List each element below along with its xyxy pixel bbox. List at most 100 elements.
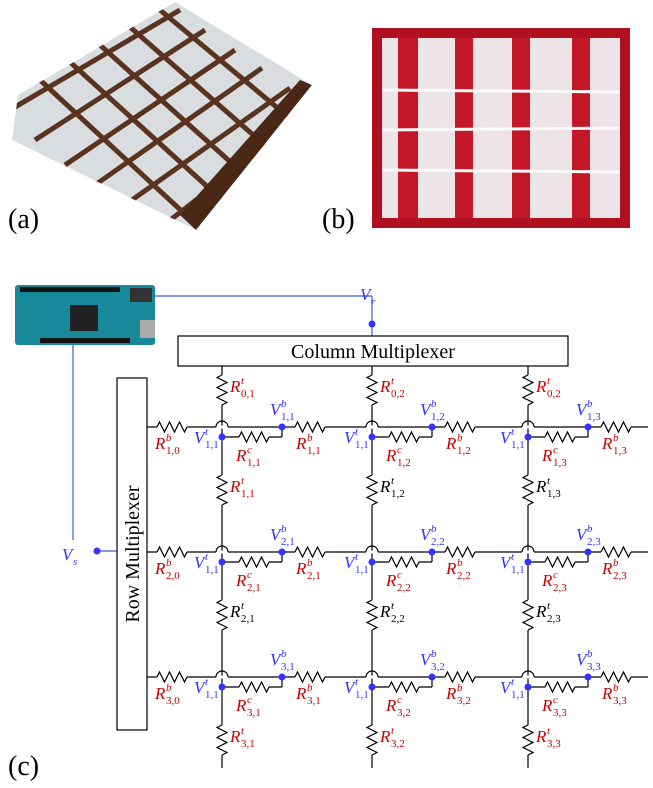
label-sub: 3,2 bbox=[391, 738, 405, 750]
label-sub: 2,3 bbox=[547, 613, 561, 625]
label-sup: t bbox=[511, 426, 515, 438]
label-base: R bbox=[379, 602, 391, 621]
label-base: R bbox=[541, 571, 553, 590]
label-sup: b bbox=[281, 523, 287, 535]
label-sup: c bbox=[553, 444, 558, 456]
label-base: R bbox=[154, 434, 166, 453]
label-sub: 1,1 bbox=[281, 411, 295, 423]
gap bbox=[216, 551, 228, 554]
label-sup: b bbox=[613, 557, 619, 569]
label-sup: t bbox=[391, 600, 395, 612]
label-sub: 2,2 bbox=[391, 613, 405, 625]
label-sup: b bbox=[166, 432, 172, 444]
label-sub: 0,2 bbox=[391, 388, 405, 400]
label-base: R bbox=[379, 477, 391, 496]
label-sub: 1,1 bbox=[241, 488, 255, 500]
node-dot bbox=[429, 549, 436, 556]
label-base: R bbox=[601, 434, 613, 453]
label-sub: 1,1 bbox=[511, 564, 525, 576]
label-sub: 1,0 bbox=[166, 445, 180, 457]
label-sub: r bbox=[371, 296, 376, 308]
label-base: R bbox=[154, 684, 166, 703]
label-sup: t bbox=[547, 725, 551, 737]
label-sup: b bbox=[457, 557, 463, 569]
label-sup: t bbox=[241, 475, 245, 487]
label-base: R bbox=[379, 377, 391, 396]
label-base: R bbox=[229, 377, 241, 396]
node-dot bbox=[585, 674, 592, 681]
label-sub: 1,2 bbox=[457, 445, 471, 457]
label-sub: 1,1 bbox=[205, 439, 219, 451]
label-sub: 1,3 bbox=[553, 457, 567, 469]
label-sub: 2,1 bbox=[247, 582, 261, 594]
node-dot bbox=[94, 548, 101, 555]
label-sub: 3,1 bbox=[281, 661, 295, 673]
figure: (a)(b)(c)VrVsColumn MultiplexerRow Multi… bbox=[0, 0, 653, 788]
label-sup: b bbox=[307, 557, 313, 569]
label-sup: c bbox=[247, 569, 252, 581]
label-sub: 2,3 bbox=[587, 536, 601, 548]
label-base: R bbox=[229, 602, 241, 621]
node-dot bbox=[369, 321, 376, 328]
label-sup: t bbox=[355, 676, 359, 688]
label-sub: 2,2 bbox=[431, 536, 445, 548]
panel-label: (c) bbox=[8, 751, 39, 782]
label-sup: c bbox=[397, 694, 402, 706]
label-base: R bbox=[229, 727, 241, 746]
node-dot bbox=[525, 559, 532, 566]
node-dot bbox=[279, 674, 286, 681]
label-sub: 1,2 bbox=[391, 488, 405, 500]
label-sub: 2,1 bbox=[281, 536, 295, 548]
label-sup: b bbox=[307, 682, 313, 694]
label-sub: 3,3 bbox=[613, 695, 627, 707]
label-sub: 1,1 bbox=[355, 564, 369, 576]
label-sub: 1,2 bbox=[397, 457, 411, 469]
label-sup: b bbox=[457, 682, 463, 694]
photo-a bbox=[10, 2, 312, 230]
label-sub: 1,1 bbox=[355, 689, 369, 701]
label-sup: b bbox=[587, 648, 593, 660]
panel-label: (a) bbox=[8, 204, 39, 235]
label-base: R bbox=[154, 559, 166, 578]
label-sup: t bbox=[511, 676, 515, 688]
label-sub: 3,2 bbox=[431, 661, 445, 673]
label-sub: 2,3 bbox=[613, 570, 627, 582]
label-sup: b bbox=[431, 523, 437, 535]
label-sup: c bbox=[553, 569, 558, 581]
label-sub: 3,1 bbox=[247, 707, 261, 719]
label-sup: b bbox=[431, 398, 437, 410]
label-sub: 1,1 bbox=[307, 445, 321, 457]
node-dot bbox=[585, 549, 592, 556]
label-sup: t bbox=[241, 725, 245, 737]
label-sub: 2,0 bbox=[166, 570, 180, 582]
label-sup: t bbox=[205, 676, 209, 688]
node-dot bbox=[585, 424, 592, 431]
node-dot bbox=[429, 424, 436, 431]
label-sub: 0,1 bbox=[241, 388, 255, 400]
label-sup: t bbox=[547, 600, 551, 612]
label-sub: 2,2 bbox=[397, 582, 411, 594]
label-base: R bbox=[229, 477, 241, 496]
label-sup: b bbox=[587, 523, 593, 535]
label-sup: t bbox=[241, 600, 245, 612]
gap bbox=[522, 551, 534, 554]
microcontroller-board bbox=[15, 285, 155, 345]
gap bbox=[366, 426, 378, 429]
gap bbox=[216, 676, 228, 679]
label-sup: t bbox=[547, 375, 551, 387]
gap bbox=[216, 426, 228, 429]
node-dot bbox=[279, 549, 286, 556]
label-base: R bbox=[385, 696, 397, 715]
label-sub: 2,1 bbox=[241, 613, 255, 625]
label-sup: t bbox=[391, 375, 395, 387]
node-dot bbox=[219, 559, 226, 566]
label-sub: 1,2 bbox=[431, 411, 445, 423]
label-sup: t bbox=[355, 551, 359, 563]
label-base: R bbox=[379, 727, 391, 746]
label-sub: 1,1 bbox=[355, 439, 369, 451]
label-sup: c bbox=[397, 444, 402, 456]
label-base: R bbox=[295, 559, 307, 578]
label-base: R bbox=[385, 446, 397, 465]
label-base: R bbox=[535, 727, 547, 746]
label-base: R bbox=[541, 446, 553, 465]
